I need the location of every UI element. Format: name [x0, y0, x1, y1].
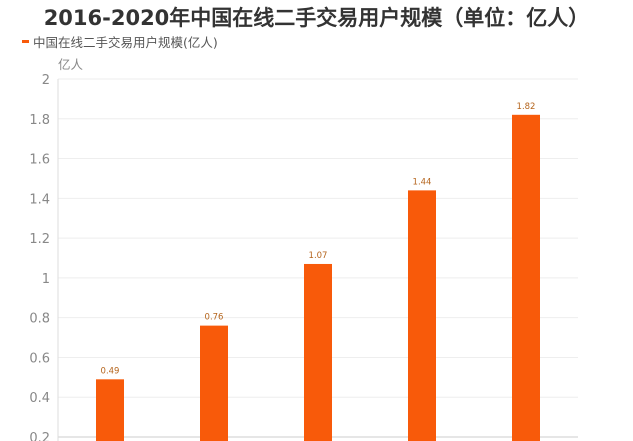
- y-tick-label: 1.6: [29, 153, 50, 168]
- legend-label: 中国在线二手交易用户规模(亿人): [33, 35, 218, 50]
- bar: [512, 114, 540, 441]
- legend: 中国在线二手交易用户规模(亿人): [22, 32, 218, 51]
- data-label: 1.44: [413, 177, 432, 187]
- y-tick-label: 1.2: [29, 232, 50, 247]
- y-axis-label: 亿人: [58, 57, 84, 72]
- data-label: 0.76: [205, 313, 224, 323]
- data-label: 1.82: [517, 102, 536, 112]
- y-tick-label: 0.6: [29, 351, 50, 366]
- bar: [408, 190, 436, 441]
- y-tick-label: 0.8: [29, 312, 50, 327]
- bar: [304, 263, 332, 441]
- data-label: 1.07: [309, 251, 328, 261]
- bar: [200, 325, 228, 441]
- data-label: 0.49: [101, 366, 120, 376]
- legend-swatch: [22, 40, 29, 43]
- y-tick-label: 2: [42, 73, 50, 88]
- y-tick-label: 1: [42, 272, 50, 287]
- bar: [96, 379, 124, 441]
- y-tick-label: 0.2: [29, 431, 50, 441]
- y-tick-label: 1.8: [29, 113, 50, 128]
- y-tick-label: 0.4: [29, 391, 50, 406]
- chart-title: 2016-2020年中国在线二手交易用户规模（单位：亿人）: [43, 6, 590, 30]
- y-tick-label: 1.4: [29, 192, 50, 207]
